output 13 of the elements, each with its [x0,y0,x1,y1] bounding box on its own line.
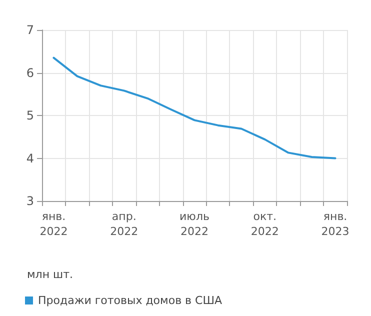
legend-label: Продажи готовых домов в США [38,294,222,307]
y-axis-title: млн шт. [27,268,73,281]
x-tick-label: янв. 2023 [321,210,350,238]
line-series [52,56,336,160]
y-tick-label: 4 [26,151,34,166]
x-tick-label: июль 2022 [180,210,210,238]
x-tick-label: апр. 2022 [110,210,138,238]
y-tick-label: 5 [26,108,34,122]
y-tick-label: 7 [26,23,34,37]
x-tick-label: янв. 2022 [40,210,68,238]
y-tick-label: 6 [26,66,34,80]
x-tick-label: окт. 2022 [250,210,279,238]
y-tick-label: 3 [26,194,34,208]
